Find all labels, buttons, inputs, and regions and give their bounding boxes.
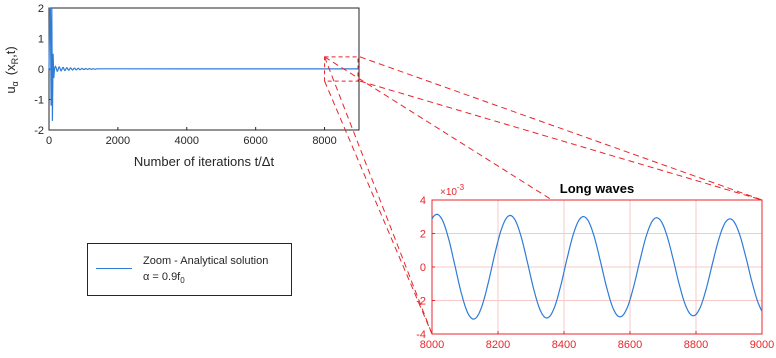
inset-y-tick-label: 4 bbox=[420, 195, 426, 207]
main-y-tick-label: 1 bbox=[38, 34, 44, 46]
legend: Zoom - Analytical solution α = 0.9f0 bbox=[87, 243, 292, 296]
main-y-axis-label: uα (xR,t) bbox=[3, 46, 20, 93]
legend-alpha-label: α = 0.9f0 bbox=[143, 271, 185, 285]
inset-x-tick-label: 8400 bbox=[552, 339, 576, 351]
main-plot: 0 2000 4000 6000 8000 -2 -1 0 1 2 Number of itera… bbox=[3, 3, 360, 169]
legend-entry-label: Zoom - Analytical solution bbox=[143, 255, 269, 267]
main-y-tick-label: 0 bbox=[38, 64, 44, 76]
legend-line-swatch bbox=[96, 268, 132, 269]
main-x-tick-label: 6000 bbox=[243, 135, 267, 147]
main-ticks: 0 2000 4000 6000 8000 -2 -1 0 1 2 bbox=[34, 3, 337, 147]
y-label-u: u bbox=[3, 86, 18, 93]
inset-series-line bbox=[431, 213, 763, 320]
y-label-args: (x bbox=[3, 64, 18, 75]
inset-plot: 8000 8200 8400 8600 8800 9000 -4 -2 0 2 4 Long wav… bbox=[416, 181, 774, 351]
inset-x-tick-label: 9000 bbox=[750, 339, 774, 351]
main-y-tick-label: -1 bbox=[34, 95, 44, 107]
inset-y-tick-label: 2 bbox=[420, 229, 426, 241]
exponent-base: ×10 bbox=[440, 187, 457, 198]
y-label-args-end: ,t) bbox=[3, 46, 18, 58]
main-x-tick-label: 4000 bbox=[175, 135, 199, 147]
svg-text:uα(xR,t): uα (xR,t) bbox=[3, 46, 20, 93]
exponent-power: -3 bbox=[457, 183, 465, 192]
y-label-alpha-sub: α bbox=[10, 81, 20, 86]
main-x-tick-label: 0 bbox=[46, 135, 52, 147]
main-x-tick-label: 8000 bbox=[312, 135, 336, 147]
main-y-tick-label: 2 bbox=[38, 3, 44, 15]
main-x-axis-label: Number of iterations t/Δt bbox=[134, 154, 275, 169]
inset-x-tick-label: 8600 bbox=[618, 339, 642, 351]
zoom-connector-line bbox=[324, 80, 433, 335]
y-label-r-sub: R bbox=[10, 57, 20, 64]
main-y-tick-label: -2 bbox=[34, 125, 44, 137]
inset-title: Long waves bbox=[560, 181, 634, 196]
legend-alpha-sub: 0 bbox=[180, 276, 185, 286]
inset-x-tick-label: 8800 bbox=[684, 339, 708, 351]
inset-y-tick-label: 0 bbox=[420, 262, 426, 274]
zoom-connector-line bbox=[324, 56, 433, 335]
main-series-line bbox=[48, 7, 359, 121]
inset-y-tick-label: -4 bbox=[416, 329, 426, 341]
inset-x-tick-label: 8000 bbox=[420, 339, 444, 351]
inset-x-tick-label: 8200 bbox=[486, 339, 510, 351]
zoom-connectors bbox=[324, 56, 763, 335]
inset-y-tick-label: -2 bbox=[416, 296, 426, 308]
inset-exponent-label: ×10-3 bbox=[440, 183, 465, 198]
main-x-tick-label: 2000 bbox=[106, 135, 130, 147]
inset-ticks: 8000 8200 8400 8600 8800 9000 -4 -2 0 2 4 bbox=[416, 195, 774, 351]
zoom-region-box bbox=[324, 56, 359, 82]
zoom-connector-line bbox=[324, 56, 553, 201]
zoom-connector-line bbox=[359, 56, 763, 201]
legend-alpha-text: α = 0.9f bbox=[143, 271, 181, 283]
